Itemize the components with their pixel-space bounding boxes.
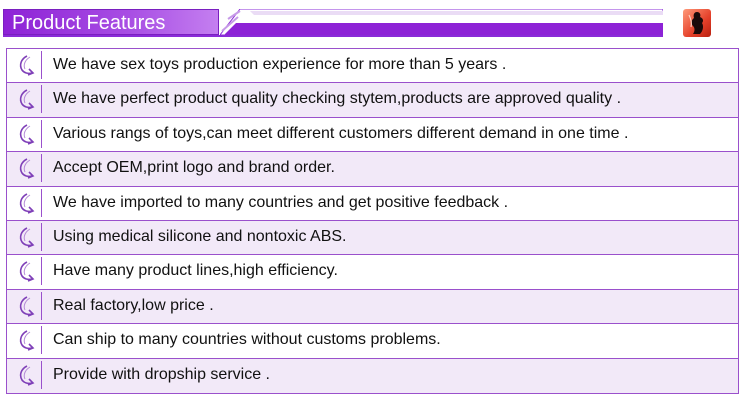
feature-text: We have perfect product quality checking… xyxy=(53,90,622,108)
list-item: Various rangs of toys,can meet different… xyxy=(7,117,738,153)
curved-arrow-icon xyxy=(10,51,42,79)
header-decor-bar xyxy=(220,9,663,36)
list-item: Accept OEM,print logo and brand order. xyxy=(7,152,738,187)
section-header: Product Features xyxy=(0,0,750,42)
curved-arrow-icon xyxy=(10,360,42,389)
features-list: We have sex toys production experience f… xyxy=(6,48,739,394)
title-tab: Product Features xyxy=(3,9,219,35)
curved-arrow-icon xyxy=(10,119,42,148)
header-rule xyxy=(3,35,663,37)
section-title: Product Features xyxy=(12,12,166,34)
list-item: We have imported to many countries and g… xyxy=(7,186,738,221)
curved-arrow-icon xyxy=(10,188,42,217)
list-item: We have sex toys production experience f… xyxy=(7,49,738,84)
curved-arrow-icon xyxy=(10,257,42,286)
feature-text: We have sex toys production experience f… xyxy=(53,56,507,73)
curved-arrow-icon xyxy=(10,223,42,251)
feature-text: Real factory,low price . xyxy=(53,296,214,314)
silhouette-figure-icon xyxy=(683,9,711,37)
feature-text: Various rangs of toys,can meet different… xyxy=(53,124,629,142)
curved-arrow-icon xyxy=(10,154,42,183)
curved-arrow-icon xyxy=(10,326,42,355)
list-item: Have many product lines,high efficiency. xyxy=(7,255,738,290)
feature-text: We have imported to many countries and g… xyxy=(53,193,509,211)
list-item: Using medical silicone and nontoxic ABS. xyxy=(7,221,738,256)
feature-text: Using medical silicone and nontoxic ABS. xyxy=(53,228,347,245)
curved-arrow-icon xyxy=(10,85,42,114)
curved-arrow-icon xyxy=(10,291,42,320)
feature-text: Accept OEM,print logo and brand order. xyxy=(53,159,335,177)
list-item: We have perfect product quality checking… xyxy=(7,83,738,118)
list-item: Can ship to many countries without custo… xyxy=(7,324,738,359)
feature-text: Can ship to many countries without custo… xyxy=(53,331,441,349)
feature-text: Provide with dropship service . xyxy=(53,365,270,383)
list-item: Provide with dropship service . xyxy=(7,358,738,393)
feature-text: Have many product lines,high efficiency. xyxy=(53,262,338,280)
list-item: Real factory,low price . xyxy=(7,289,738,325)
